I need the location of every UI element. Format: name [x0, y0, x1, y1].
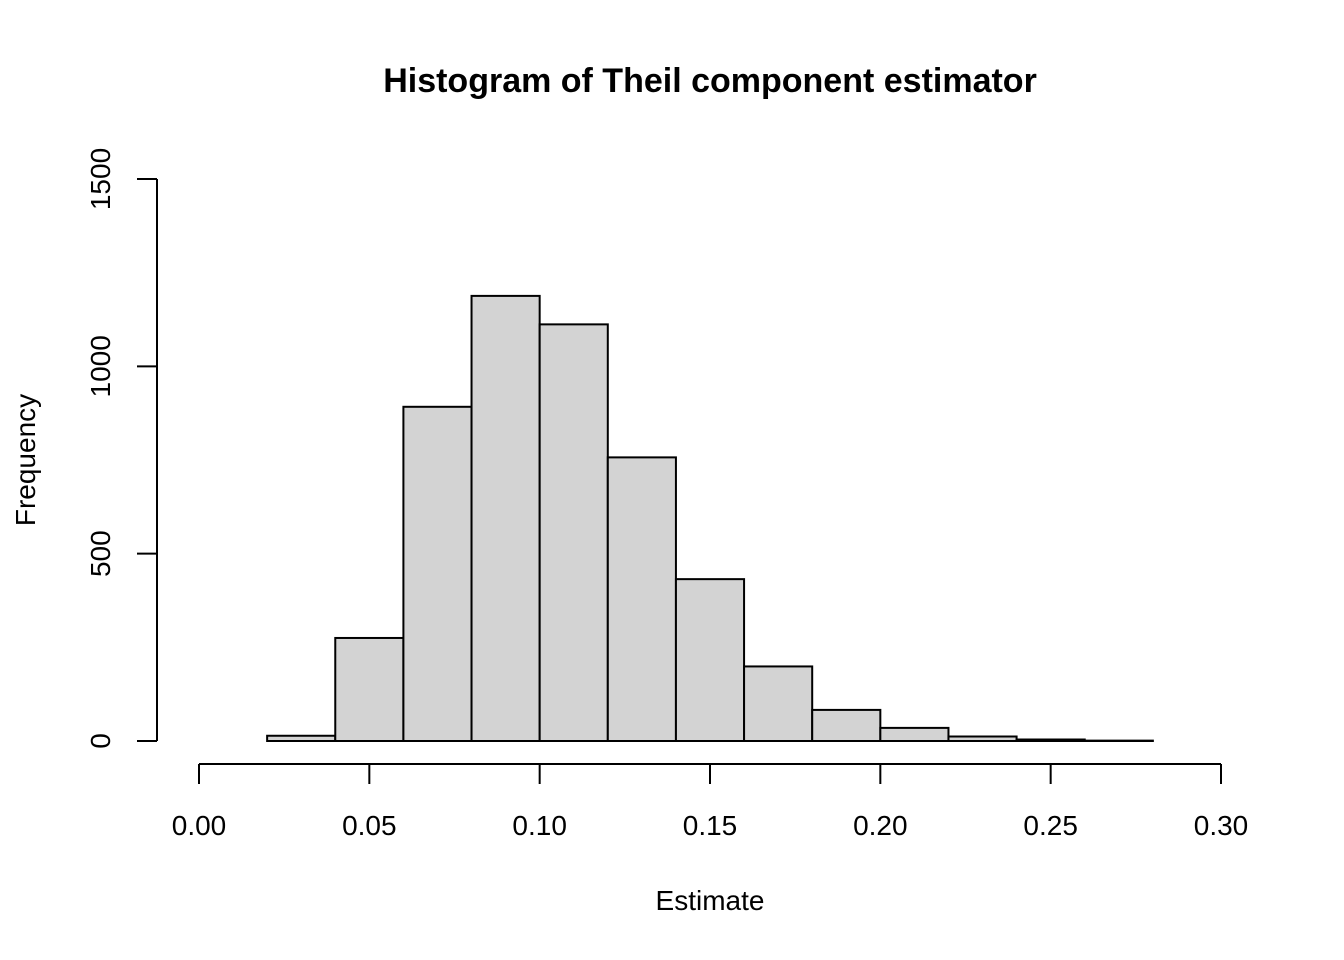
- histogram-bar: [334, 636, 405, 743]
- histogram-bar: [811, 708, 882, 742]
- histogram-bar: [1015, 738, 1086, 743]
- histogram-bar: [947, 735, 1018, 743]
- histogram-bar: [402, 405, 473, 742]
- x-axis-label: Estimate: [656, 885, 765, 916]
- y-tick-label: 1000: [85, 335, 116, 397]
- bars-group: [266, 294, 1154, 743]
- x-tick-label: 0.00: [172, 810, 227, 841]
- y-tick-label: 0: [85, 733, 116, 749]
- x-tick-label: 0.15: [683, 810, 738, 841]
- y-tick-label: 1500: [85, 148, 116, 210]
- histogram-bar: [743, 665, 814, 743]
- x-tick-label: 0.30: [1194, 810, 1249, 841]
- x-tick-label: 0.25: [1023, 810, 1078, 841]
- histogram-bar: [470, 294, 541, 742]
- histogram-bar: [538, 323, 609, 742]
- histogram-bar: [266, 734, 337, 742]
- histogram-bar: [879, 726, 950, 742]
- y-axis: 0 500 1000 1500: [85, 148, 158, 749]
- histogram-bar: [606, 456, 677, 742]
- x-axis: 0.00 0.05 0.10 0.15 0.20 0.25 0.30: [172, 763, 1249, 841]
- x-tick-label: 0.05: [342, 810, 397, 841]
- x-tick-label: 0.20: [853, 810, 908, 841]
- x-tick-label: 0.10: [512, 810, 567, 841]
- histogram-bar: [674, 578, 746, 742]
- chart-title: Histogram of Theil component estimator: [383, 62, 1037, 100]
- y-tick-label: 500: [85, 530, 116, 577]
- y-axis-label: Frequency: [10, 394, 41, 526]
